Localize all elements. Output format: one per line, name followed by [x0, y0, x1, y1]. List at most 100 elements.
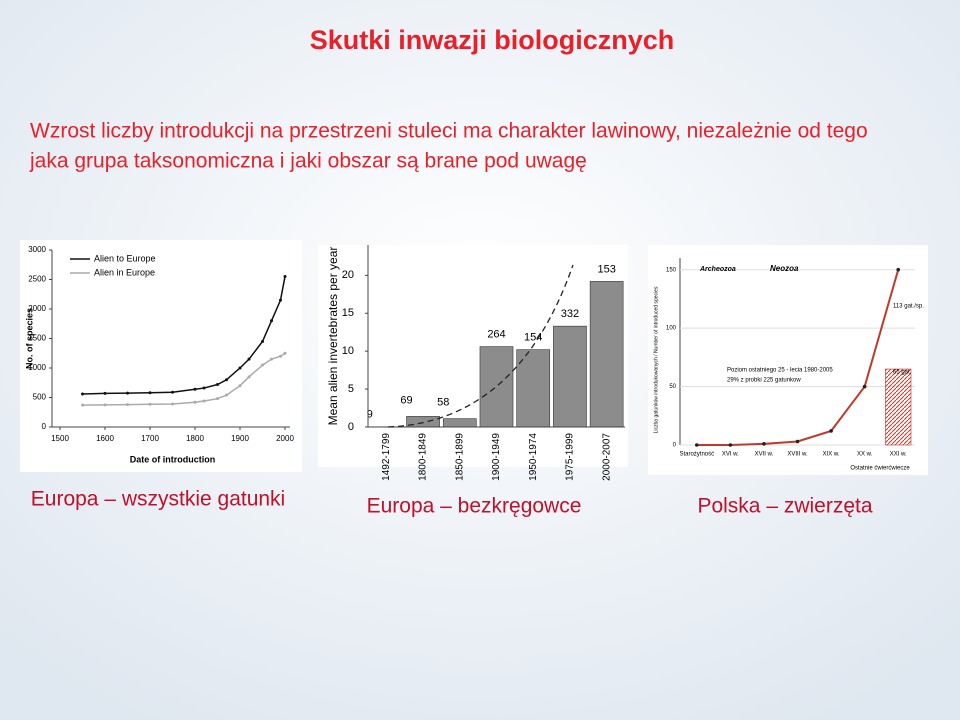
point: [896, 268, 900, 272]
point: [225, 394, 228, 397]
legend-label: Alien to Europe: [94, 253, 156, 263]
point: [248, 375, 251, 378]
point: [270, 358, 273, 361]
point: [203, 400, 206, 403]
hatched-bar: [885, 369, 911, 445]
annotation: Ostatnie ćwierćwiecze: [850, 466, 910, 472]
y-tick-label: 3000: [28, 245, 46, 254]
bar: [443, 419, 476, 427]
bar: [553, 326, 586, 427]
y-tick-label: 10: [342, 345, 354, 357]
y-tick-label: 0: [42, 422, 47, 431]
y-tick-label: 15: [342, 307, 354, 319]
point: [863, 385, 867, 389]
annotation: 29% z probki 225 gatunkow: [727, 378, 801, 384]
point: [81, 392, 84, 395]
point: [279, 299, 282, 302]
y-axis-label: Mean alien invertebrates per year: [326, 247, 340, 426]
x-tick-label: 1900-1949: [491, 433, 502, 481]
subtitle: jaka grupa taksonomiczna i jaki obszar s…: [29, 150, 587, 173]
point: [149, 403, 152, 406]
point: [248, 358, 251, 361]
y-tick-label: 20: [342, 269, 354, 281]
x-tick-label: 1800-1849: [418, 433, 429, 481]
caption: Polska – zwierzęta: [697, 495, 872, 518]
y-tick-label: 150: [666, 267, 677, 273]
point: [762, 442, 766, 446]
point: [279, 355, 282, 358]
point: [796, 440, 800, 444]
bar: [480, 347, 513, 427]
x-tick-label: XX w.: [857, 452, 873, 458]
point: [284, 352, 287, 355]
y-tick-label: 2500: [28, 275, 46, 284]
y-axis-label: Liczba gatunków introdukowanych / Number…: [653, 286, 659, 433]
x-tick-label: 1600: [96, 434, 114, 443]
point: [729, 443, 733, 447]
x-tick-label: 2000-2007: [601, 433, 612, 481]
point: [261, 364, 264, 367]
x-tick-label: XXI w.: [890, 452, 907, 458]
point: [270, 319, 273, 322]
x-tick-label: XVII w.: [755, 452, 774, 458]
y-tick-label: 0: [348, 421, 354, 433]
slide-title: Skutki inwazji biologicznych: [310, 25, 675, 55]
point: [203, 387, 206, 390]
x-tick-label: 1975-1999: [565, 433, 576, 481]
x-tick-label: XVI w.: [722, 452, 739, 458]
x-tick-label: 1492-1799: [381, 433, 392, 481]
x-tick-label: 1950-1974: [528, 433, 539, 481]
y-tick-label: 5: [348, 383, 354, 395]
point: [695, 443, 699, 447]
x-tick-label: Starożytność: [679, 452, 714, 458]
x-tick-label: 1800: [186, 434, 204, 443]
bar-count: 154: [524, 332, 542, 344]
bar-count: 153: [597, 263, 615, 275]
point: [829, 429, 833, 433]
point: [194, 401, 197, 404]
point: [149, 391, 152, 394]
point: [261, 340, 264, 343]
point: [104, 403, 107, 406]
point: [104, 392, 107, 395]
x-tick-label: 1700: [141, 434, 159, 443]
y-tick-label: 50: [669, 384, 676, 390]
point: [284, 275, 287, 278]
bar-count: 332: [561, 308, 579, 320]
point: [171, 402, 174, 405]
point: [126, 403, 129, 406]
y-tick-label: 100: [666, 326, 677, 332]
caption: Europa – bezkręgowce: [367, 495, 582, 518]
bar-count: 69: [400, 394, 412, 406]
bar-count: 58: [437, 397, 449, 409]
point: [194, 388, 197, 391]
point: [239, 367, 242, 370]
x-axis-label: Date of introduction: [130, 454, 216, 464]
point: [216, 383, 219, 386]
point: [216, 397, 219, 400]
annotation: Neozoa: [770, 264, 799, 273]
x-tick-label: XIX w.: [823, 452, 840, 458]
annotation: Archeozoa: [699, 266, 736, 273]
point: [171, 391, 174, 394]
y-axis-label: No. of species: [24, 308, 34, 369]
x-tick-label: 1900: [231, 434, 249, 443]
annotation: 65 gat.: [893, 370, 912, 376]
annotation: Poziom ostatniego 25 - lecia 1980-2005: [727, 368, 833, 374]
bar-count: 264: [487, 329, 505, 341]
point: [239, 384, 242, 387]
bar: [590, 281, 623, 427]
x-tick-label: 2000: [276, 434, 294, 443]
point: [81, 404, 84, 407]
subtitle: Wzrost liczby introdukcji na przestrzeni…: [30, 120, 868, 143]
x-tick-label: 1850-1899: [454, 433, 465, 481]
caption: Europa – wszystkie gatunki: [31, 488, 285, 511]
y-tick-label: 500: [33, 393, 47, 402]
x-tick-label: 1500: [51, 434, 69, 443]
legend-label: Alien in Europe: [94, 267, 155, 277]
point: [225, 378, 228, 381]
annotation: 113 gat./sp.: [893, 304, 924, 310]
point: [126, 392, 129, 395]
